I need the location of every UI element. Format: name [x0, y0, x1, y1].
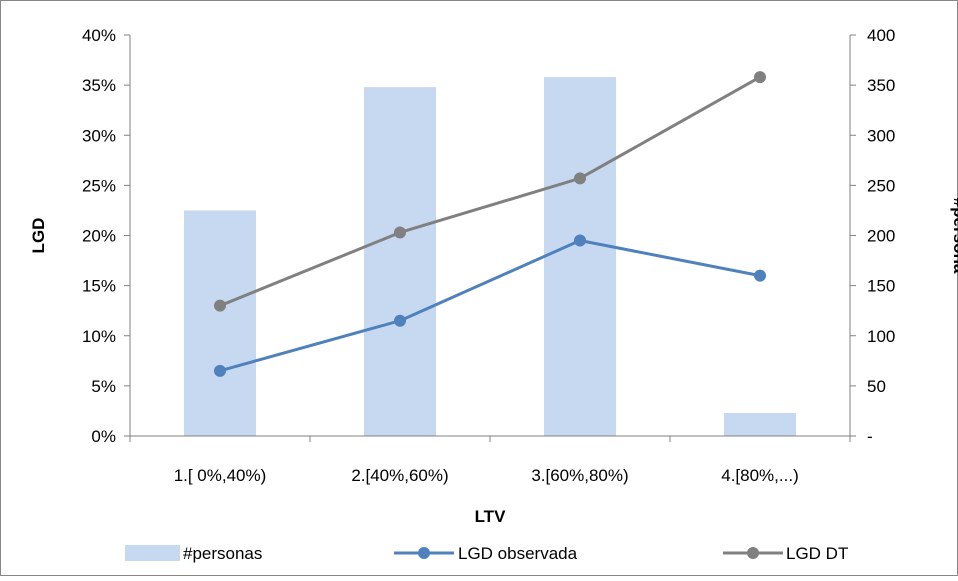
- y-tick-label: 40%: [82, 26, 116, 45]
- legend-swatch: [125, 545, 180, 561]
- legend-label: LGD DT: [786, 544, 848, 563]
- series-line: [219, 75, 761, 308]
- y2-tick-label: 100: [867, 327, 895, 346]
- data-point: [394, 226, 406, 239]
- data-point: [214, 299, 226, 312]
- line-series: [214, 71, 766, 377]
- y2-tick-label: 350: [867, 76, 895, 95]
- bar: [724, 412, 796, 436]
- y2-tick-label: 200: [867, 227, 895, 246]
- y-tick-label: 30%: [82, 126, 116, 145]
- y-tick-label: 0%: [91, 427, 116, 446]
- bar: [184, 210, 256, 436]
- y2-tick-label: 250: [867, 176, 895, 195]
- x-tick-label: 3.[60%,80%): [531, 466, 628, 485]
- y2-tick-label: 150: [867, 277, 895, 296]
- data-point: [754, 71, 766, 84]
- data-point: [574, 172, 586, 185]
- data-point: [394, 314, 406, 327]
- tick-labels: 0% - 5% 50 10% 100 15% 150 20% 200 25% 250 30% 300 35%…: [82, 26, 895, 485]
- legend-marker: [418, 547, 430, 559]
- bar: [364, 87, 436, 436]
- legend-label: #personas: [183, 544, 262, 563]
- y-tick-label: 25%: [82, 176, 116, 195]
- bar: [544, 77, 616, 436]
- bar-series: [184, 77, 796, 436]
- y2-axis-title: #persona: [950, 198, 958, 274]
- y-tick-label: 20%: [82, 227, 116, 246]
- y-tick-label: 35%: [82, 76, 116, 95]
- y2-tick-label: -: [867, 427, 873, 446]
- data-point: [214, 364, 226, 377]
- legend: #personas LGD observada LGD DT: [125, 544, 848, 563]
- series-line: [219, 239, 761, 373]
- y2-tick-label: 400: [867, 26, 895, 45]
- legend-marker: [747, 547, 759, 559]
- x-tick-label: 4.[80%,...): [721, 466, 798, 485]
- legend-label: LGD observada: [458, 544, 578, 563]
- y-tick-label: 10%: [82, 327, 116, 346]
- y2-tick-label: 300: [867, 126, 895, 145]
- x-tick-label: 1.[ 0%,40%): [174, 466, 267, 485]
- x-tick-label: 2.[40%,60%): [351, 466, 448, 485]
- x-axis-title: LTV: [475, 507, 507, 526]
- data-point: [754, 269, 766, 282]
- y-tick-label: 15%: [82, 277, 116, 296]
- y2-tick-label: 50: [867, 377, 886, 396]
- data-point: [574, 234, 586, 247]
- axes: [124, 34, 856, 442]
- y-tick-label: 5%: [91, 377, 116, 396]
- y-axis-title: LGD: [29, 218, 48, 254]
